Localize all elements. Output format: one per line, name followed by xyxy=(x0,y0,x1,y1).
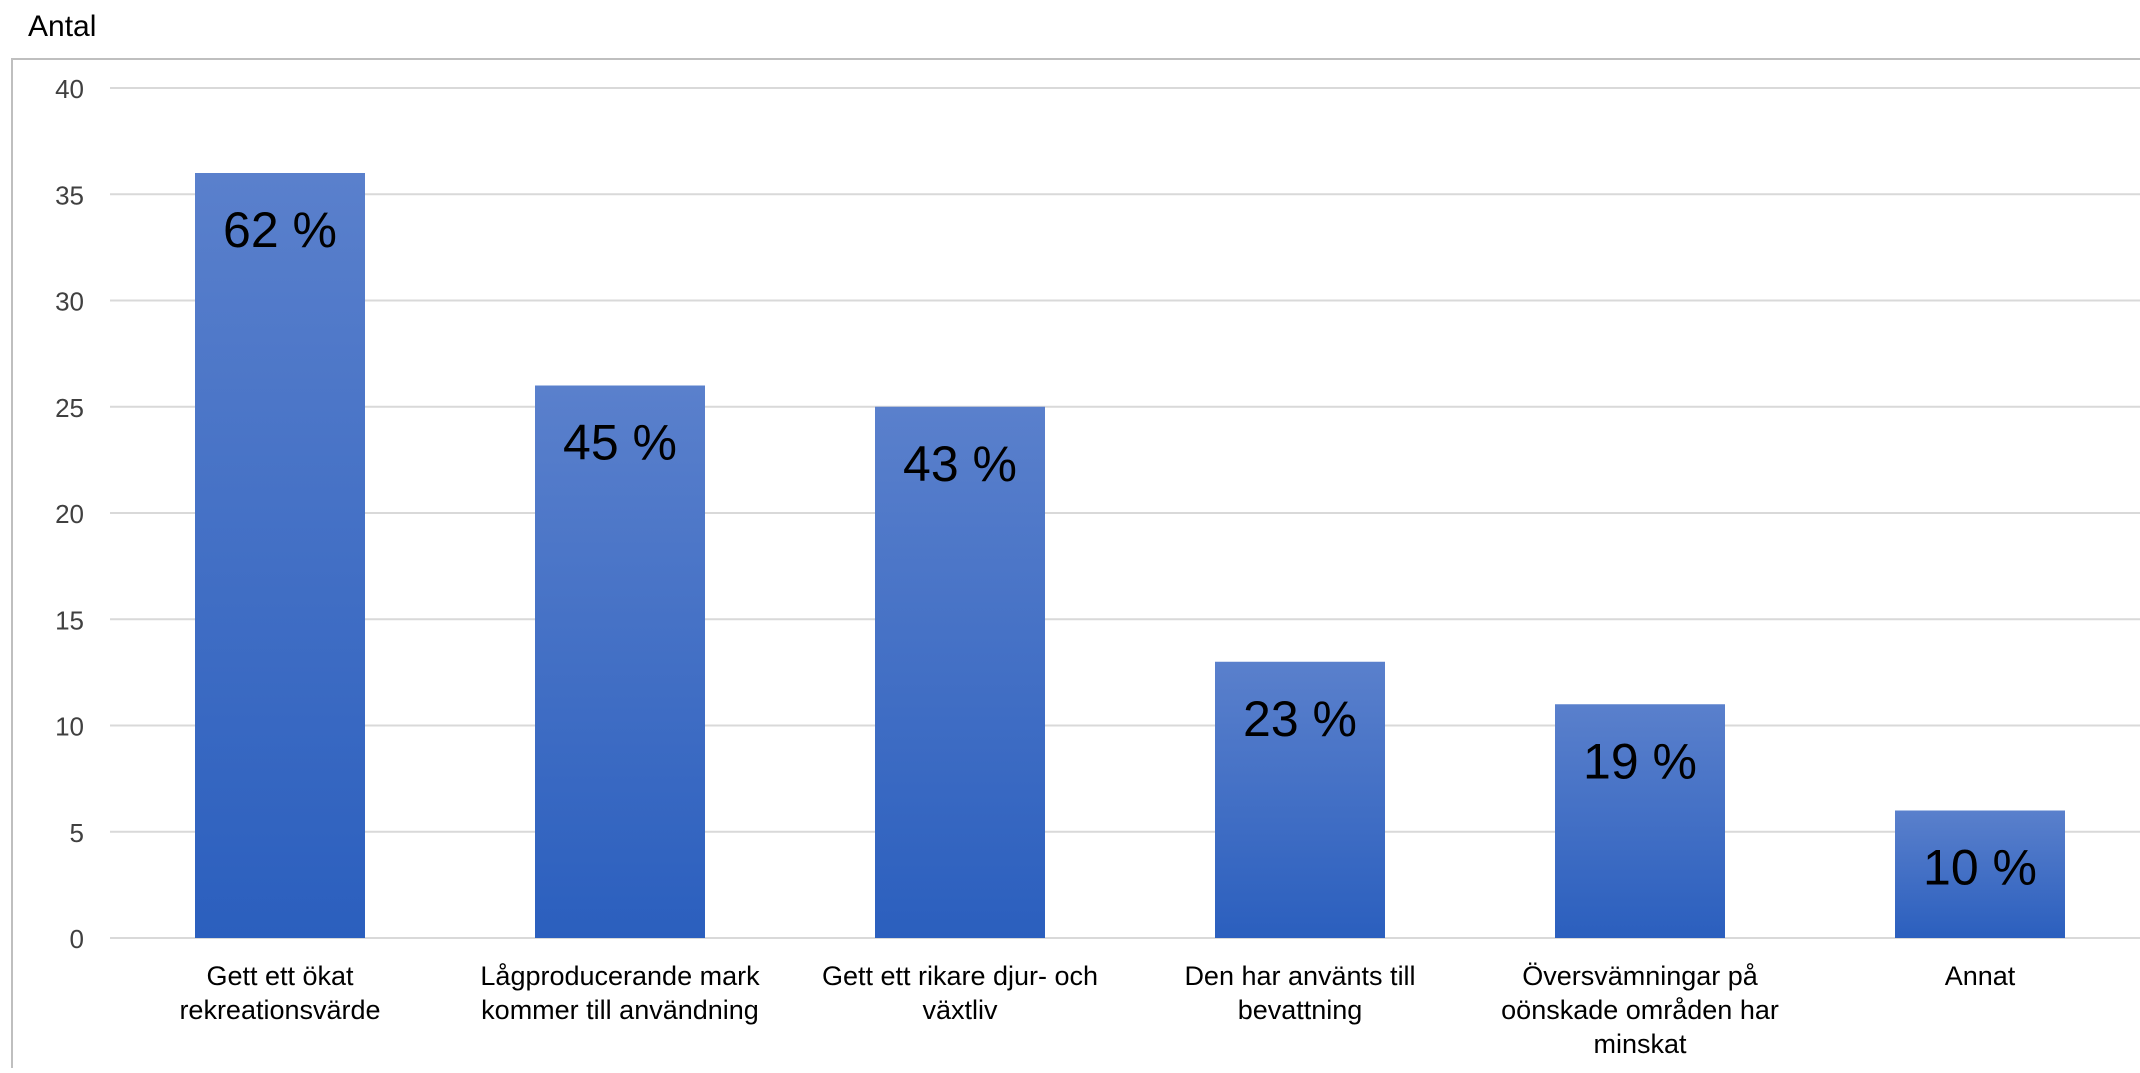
y-tick-label: 5 xyxy=(70,818,84,848)
y-tick-label: 25 xyxy=(55,393,84,423)
data-label: 23 % xyxy=(1243,691,1357,747)
data-label: 62 % xyxy=(223,202,337,258)
y-tick-label: 40 xyxy=(55,74,84,104)
x-tick-label: Gett ett rikare djur- och växtliv xyxy=(822,961,1098,1025)
x-tick-label: Den har använts till bevattning xyxy=(1184,961,1415,1025)
y-tick-label: 10 xyxy=(55,712,84,742)
data-label: 19 % xyxy=(1583,733,1697,789)
y-tick-label: 35 xyxy=(55,180,84,210)
bar xyxy=(1215,661,1385,938)
x-tick-label: Översvämningar på oönskade områden har min… xyxy=(1501,961,1779,1059)
x-tick-labels: Gett ett ökat rekreationsvärde Lågproducer… xyxy=(179,961,2015,1059)
gridlines xyxy=(110,87,2140,939)
y-tick-label: 30 xyxy=(55,287,84,317)
y-axis-label: Antal xyxy=(28,10,96,43)
data-label: 45 % xyxy=(563,415,677,471)
bar xyxy=(195,173,365,938)
y-tick-labels: 0 5 10 15 20 25 30 35 40 xyxy=(55,74,84,954)
data-label: 43 % xyxy=(903,436,1017,492)
y-tick-label: 0 xyxy=(70,924,84,954)
bar xyxy=(1895,810,2065,938)
x-tick-label: Annat xyxy=(1945,961,2016,991)
bars xyxy=(195,173,2065,938)
bar xyxy=(1555,704,1725,938)
bar xyxy=(535,385,705,938)
bar xyxy=(875,406,1045,938)
y-tick-label: 20 xyxy=(55,499,84,529)
y-tick-label: 15 xyxy=(55,605,84,635)
plot-frame xyxy=(11,58,2140,1073)
data-label: 10 % xyxy=(1923,840,2037,896)
x-tick-label: Lågproducerande mark kommer till användni… xyxy=(480,961,760,1025)
x-tick-label: Gett ett ökat rekreationsvärde xyxy=(179,961,380,1025)
data-labels: 62 % 45 % 43 % 23 % 19 % 10 % xyxy=(223,202,2037,896)
